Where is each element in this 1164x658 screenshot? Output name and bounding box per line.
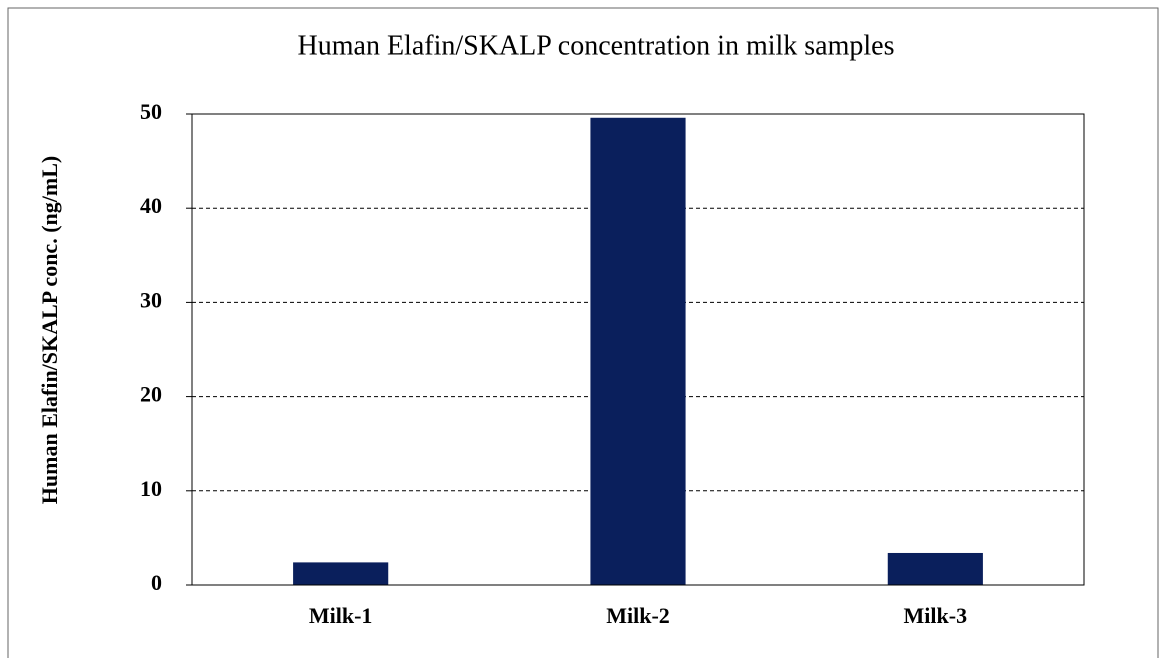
y-tick-label: 10 <box>140 476 162 501</box>
y-tick-label: 0 <box>151 570 162 595</box>
y-axis-label: Human Elafin/SKALP conc. (ng/mL) <box>37 156 62 504</box>
plot-border <box>191 113 1085 586</box>
y-tick-label: 40 <box>140 193 162 218</box>
chart-frame <box>7 7 1159 658</box>
x-tick-label: Milk-3 <box>904 603 968 628</box>
x-tick-label: Milk-1 <box>309 603 373 628</box>
chart-title: Human Elafin/SKALP concentration in milk… <box>298 30 895 61</box>
y-tick-label: 20 <box>140 382 162 407</box>
bar <box>887 552 983 585</box>
y-tick-label: 50 <box>140 99 162 124</box>
x-tick-label: Milk-2 <box>606 603 670 628</box>
y-tick-label: 30 <box>140 287 162 312</box>
bar <box>590 117 686 585</box>
bar <box>293 562 389 585</box>
